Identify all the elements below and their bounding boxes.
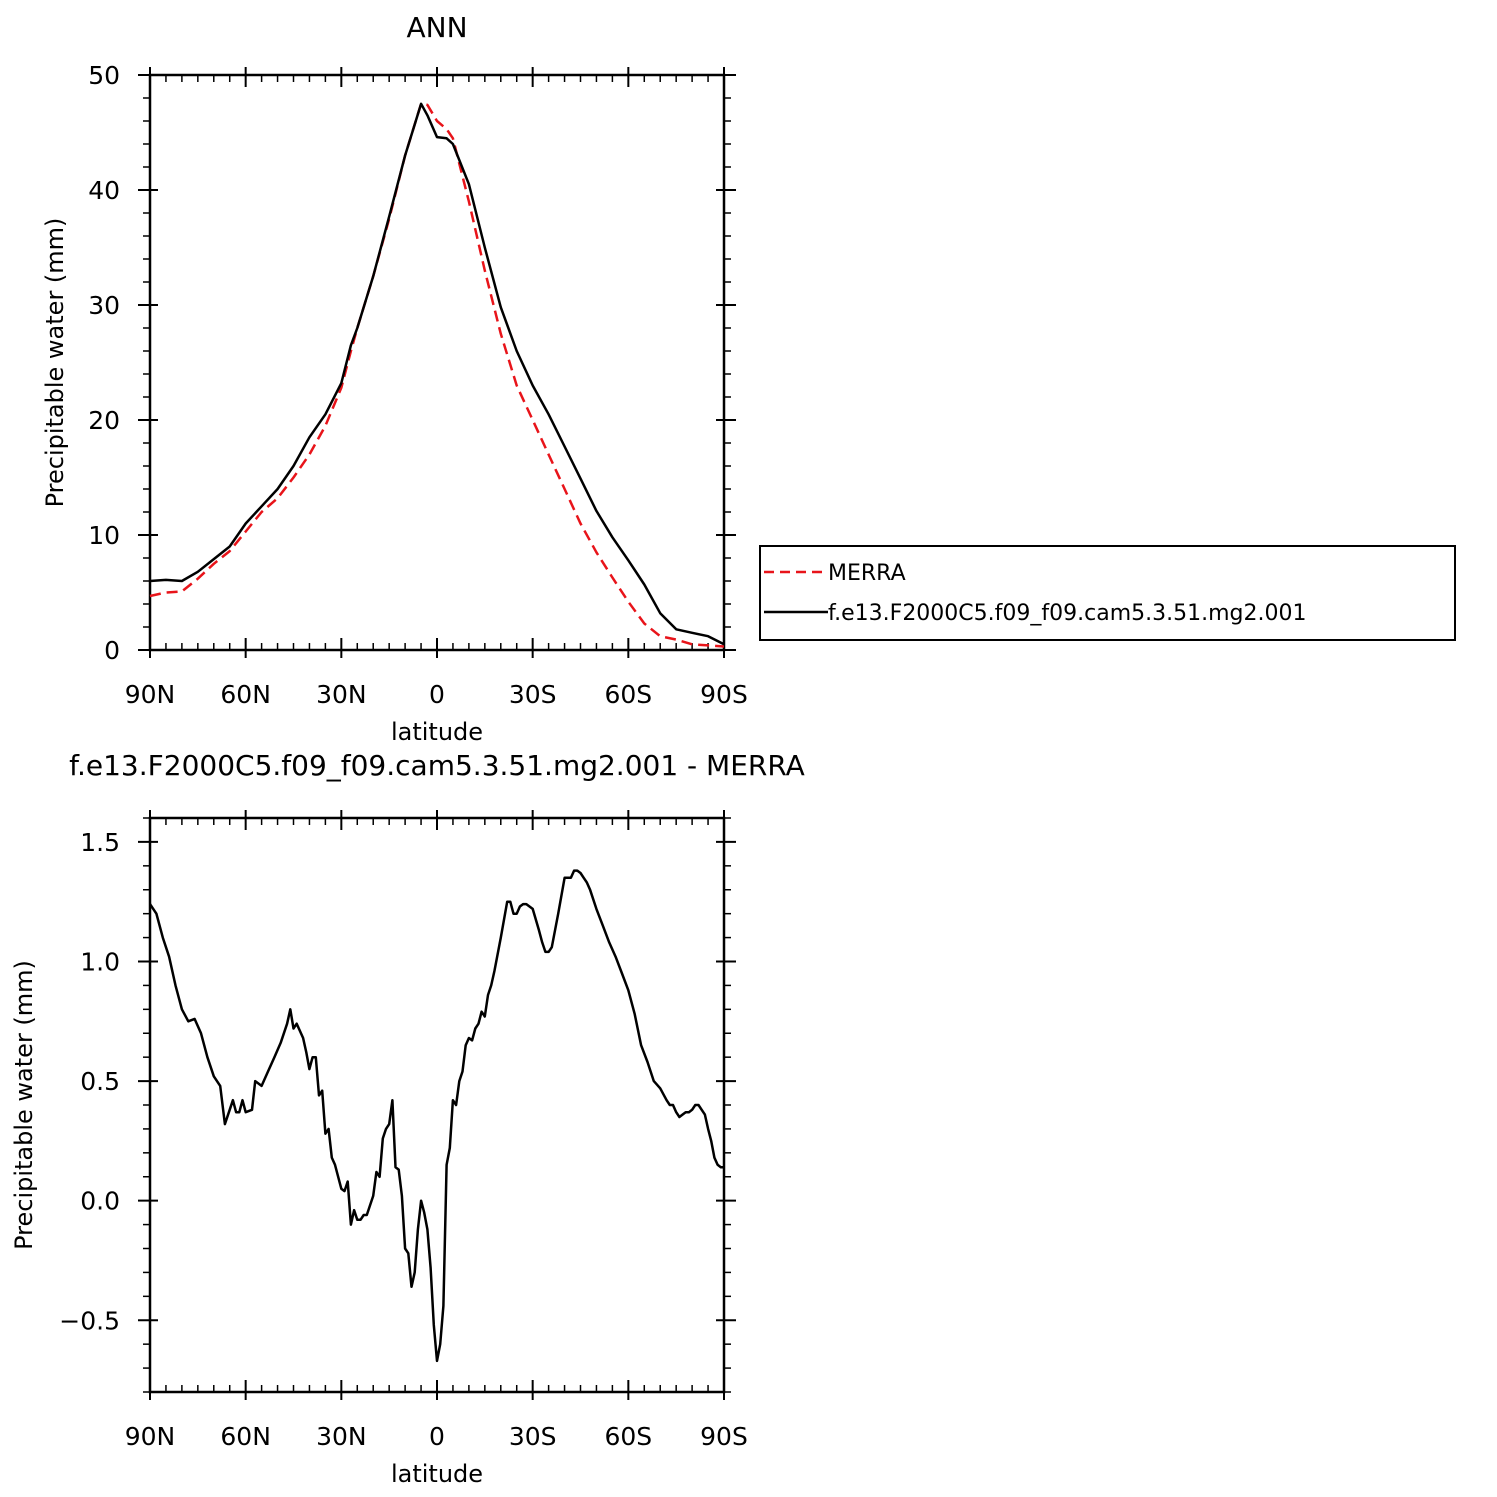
top-y-tick-label: 50 [88, 61, 120, 90]
bottom-x-tick-label: 0 [429, 1422, 445, 1451]
bottom-x-tick-label: 60N [220, 1422, 271, 1451]
top-x-tick-label: 60N [220, 680, 271, 709]
top-y-tick-label: 30 [88, 291, 120, 320]
bottom-y-tick-label: 0.5 [80, 1067, 120, 1096]
top-y-tick-label: 20 [88, 406, 120, 435]
top-x-axis-label: latitude [391, 718, 483, 746]
bottom-y-tick-label: 1.0 [80, 948, 120, 977]
bottom-difference-series-line [148, 869, 724, 1363]
legend-model-label: f.e13.F2000C5.f09_f09.cam5.3.51.mg2.001 [828, 601, 1306, 626]
top-panel: 90N 60N 30N 0 30S 60S 90S latitude 0 10 20 30 40 50 Pr… [41, 61, 748, 746]
bottom-x-tick-label: 90S [700, 1422, 748, 1451]
bottom-y-tick-label: 0.0 [80, 1187, 120, 1216]
bottom-x-axis-label: latitude [391, 1460, 483, 1488]
bottom-x-tick-label: 60S [604, 1422, 652, 1451]
top-x-tick-label: 90N [125, 680, 176, 709]
top-y-tick-label: 0 [104, 636, 120, 665]
bottom-y-tick-label: 1.5 [80, 828, 120, 857]
legend-merra-label: MERRA [828, 561, 906, 586]
bottom-x-tick-label: 30S [509, 1422, 557, 1451]
bottom-y-axis-label: Precipitable water (mm) [10, 960, 38, 1250]
top-plot-frame [148, 73, 726, 652]
legend-box [759, 545, 1456, 641]
top-y-tick-label: 10 [88, 521, 120, 550]
bottom-y-tick-label: −0.5 [59, 1306, 120, 1335]
bottom-x-tick-label: 90N [125, 1422, 176, 1451]
top-y-axis-label: Precipitable water (mm) [41, 218, 69, 508]
top-x-tick-label: 30N [316, 680, 367, 709]
top-y-tick-label: 40 [88, 176, 120, 205]
bottom-panel: 90N 60N 30N 0 30S 60S 90S latitude −0.5 0.0 0.5 1.0… [10, 810, 748, 1488]
bottom-x-tick-label: 30N [316, 1422, 367, 1451]
top-x-tick-label: 0 [429, 680, 445, 709]
top-x-tick-label: 60S [604, 680, 652, 709]
bottom-plot-frame [148, 816, 726, 1394]
top-merra-series-line [149, 102, 725, 648]
bottom-chart-title: f.e13.F2000C5.f09_f09.cam5.3.51.mg2.001 … [69, 749, 805, 782]
top-chart-title: ANN [406, 11, 467, 44]
top-x-tick-label: 30S [509, 680, 557, 709]
legend: MERRA f.e13.F2000C5.f09_f09.cam5.3.51.mg… [759, 545, 1456, 641]
top-x-tick-label: 90S [700, 680, 748, 709]
top-model-series-line [149, 102, 725, 646]
